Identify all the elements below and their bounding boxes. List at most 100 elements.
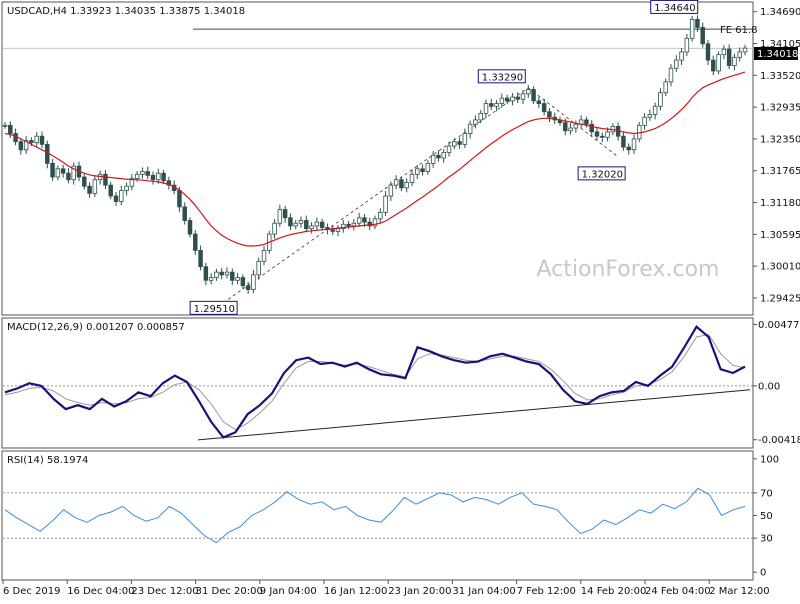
x-tick-label: 24 Feb 04:00 [645, 586, 711, 597]
candle-body [652, 105, 658, 115]
candle-body [721, 48, 727, 56]
swing-label: 1.29510 [194, 304, 235, 315]
last-price-label: 1.34018 [757, 49, 798, 60]
candle-body [50, 162, 55, 178]
candle-body [541, 103, 547, 113]
candle-body [2, 124, 8, 127]
candle-body [293, 222, 298, 227]
candle-body [420, 168, 425, 172]
macd-y-tick-label: 0.004772 [758, 320, 800, 331]
candle-body [245, 285, 251, 290]
candle-body [547, 111, 552, 118]
price-y-tick-label: 1.33520 [760, 71, 800, 82]
x-tick-label: 31 Jan 04:00 [452, 586, 515, 597]
candle-body [372, 218, 378, 227]
candle-body [92, 179, 98, 194]
candle-body [436, 154, 441, 159]
x-tick-label: 16 Dec 04:00 [67, 586, 134, 597]
price-y-tick-label: 1.30010 [760, 262, 800, 273]
candle-body [150, 174, 156, 181]
swing-label-box [477, 69, 526, 84]
candle-body [573, 123, 579, 129]
candle-body [684, 37, 690, 53]
candle-body [198, 249, 203, 268]
candle-body [626, 146, 631, 151]
candle-body [520, 93, 526, 100]
price-y-tick-label: 1.32350 [760, 134, 800, 145]
candle-body [383, 195, 388, 213]
candle-body [304, 220, 309, 230]
macd-panel-header: MACD(12,26,9) 0.001207 0.000857 [7, 322, 185, 333]
candle-body [230, 271, 235, 281]
candle-body [430, 154, 436, 164]
candle-body [446, 145, 452, 153]
candle-body [594, 131, 600, 137]
candle-body [309, 225, 314, 230]
candle-body [261, 249, 267, 262]
price-y-tick-label: 1.29425 [760, 293, 800, 304]
candle-body [425, 162, 431, 172]
candle-body [467, 123, 473, 134]
candle-body [478, 112, 483, 121]
fe-label: FE 61.8 [720, 25, 758, 36]
candle-body [224, 271, 230, 276]
macd-trend-line [197, 389, 751, 441]
candle-body [732, 56, 737, 66]
candle-body [251, 274, 256, 290]
candle-body [689, 18, 695, 39]
candle-body [203, 266, 209, 281]
candle-body [356, 217, 362, 224]
candle-body [298, 220, 304, 224]
x-tick-label: 23 Dec 12:00 [131, 586, 198, 597]
x-tick-label: 6 Dec 2019 [3, 586, 61, 597]
moving-average-line [4, 71, 746, 247]
candle-body [700, 27, 705, 45]
x-tick-label: 7 Feb 12:00 [517, 586, 576, 597]
macd-panel-frame [1, 317, 754, 449]
x-tick-label: 16 Jan 12:00 [324, 586, 387, 597]
candle-body [193, 233, 198, 251]
candle-body [536, 100, 542, 104]
candle-body [631, 138, 637, 151]
price-panel-frame [1, 1, 754, 316]
candle-body [441, 152, 446, 159]
candle-body [277, 209, 283, 224]
rsi-y-tick-label: 100 [760, 454, 779, 465]
candle-body [208, 277, 214, 281]
macd-line [4, 325, 746, 439]
candle-body [124, 185, 129, 191]
candle-body [568, 127, 573, 132]
candle-body [314, 221, 320, 227]
candle-body [214, 271, 219, 278]
swing-label-box [650, 0, 699, 14]
price-panel-header: USDCAD,H4 1.33923 1.34035 1.33875 1.3401… [7, 6, 245, 17]
candle-body [589, 123, 594, 133]
rsi-y-tick-label: 30 [760, 534, 773, 545]
candle-body [282, 209, 288, 219]
candle-body [87, 185, 92, 194]
candle-body [605, 131, 610, 138]
candle-body [23, 140, 29, 151]
watermark: ActionForex.com [537, 257, 720, 282]
candle-body [240, 277, 246, 287]
candle-body [415, 168, 420, 175]
candle-body [483, 103, 489, 114]
candle-body [716, 54, 721, 72]
candle-body [156, 172, 161, 181]
candle-body [319, 221, 325, 228]
candle-body [129, 178, 135, 187]
candle-body [113, 195, 119, 202]
candle-body [695, 18, 700, 28]
price-y-tick-label: 1.31765 [760, 166, 800, 177]
candle-body [510, 96, 515, 102]
candle-body [563, 122, 568, 132]
candle-body [140, 171, 145, 175]
candle-body [584, 119, 589, 125]
candle-body [341, 223, 346, 230]
candle-body [13, 133, 18, 143]
x-tick-label: 23 Jan 20:00 [388, 586, 451, 597]
candle-body [187, 220, 193, 235]
rsi-line [4, 487, 746, 544]
